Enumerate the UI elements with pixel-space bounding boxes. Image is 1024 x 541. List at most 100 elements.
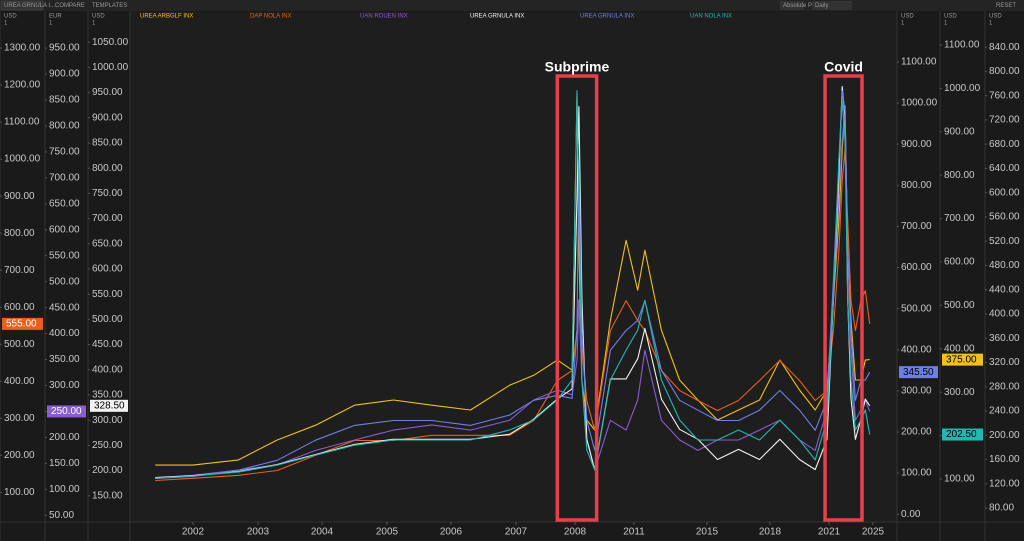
y-tick-label: 1050.00: [92, 37, 129, 48]
y-tick-label: 800.00: [49, 121, 80, 132]
y-tick-label: 600.00: [944, 257, 975, 268]
y-tick-label: 1300.00: [4, 43, 41, 54]
y-tick-label: 680.00: [989, 139, 1020, 150]
series-line: [155, 90, 871, 479]
y-tick-label: 1000.00: [901, 98, 938, 109]
y-tick-label: 400.00: [92, 364, 123, 375]
y-tick-label: 650.00: [92, 238, 123, 249]
y-tick-label: 350.00: [92, 390, 123, 401]
toolbar: [0, 0, 1024, 11]
y-tick-label: 100.00: [49, 484, 80, 495]
interval[interactable]: Daily: [815, 3, 828, 9]
x-tick-label: 2003: [247, 527, 270, 538]
x-tick-label: 2018: [759, 527, 782, 538]
price-badge-label: 555.00: [6, 319, 37, 330]
y-tick-label: 750.00: [49, 147, 80, 158]
y-tick-label: 1000.00: [4, 154, 41, 165]
axis-multiplier: 1: [944, 21, 948, 27]
x-tick-label: 2007: [505, 527, 528, 538]
interval-box[interactable]: [812, 1, 852, 10]
y-tick-label: 100.00: [4, 487, 35, 498]
y-tick-label: 550.00: [92, 289, 123, 300]
y-tick-label: 900.00: [901, 139, 932, 150]
y-tick-label: 840.00: [989, 42, 1020, 53]
y-tick-label: 200.00: [92, 465, 123, 476]
y-tick-label: 300.00: [901, 386, 932, 397]
y-tick-label: 50.00: [49, 510, 74, 521]
legend-entry: UREA GRNULA INX: [470, 14, 524, 20]
axis-multiplier: 1: [49, 21, 53, 27]
axis-unit: USD: [944, 14, 957, 20]
y-tick-label: 500.00: [4, 339, 35, 350]
annotation-box: [823, 74, 864, 522]
y-tick-label: 200.00: [989, 430, 1020, 441]
price-badge: [90, 399, 128, 412]
y-tick-label: 300.00: [92, 415, 123, 426]
x-tick-label: 2015: [696, 527, 719, 538]
axis-multiplier: 1: [901, 21, 905, 27]
y-tick-label: 760.00: [989, 90, 1020, 101]
y-tick-label: 400.00: [4, 376, 35, 387]
y-tick-label: 80.00: [989, 503, 1014, 514]
y-tick-label: 700.00: [901, 221, 932, 232]
y-tick-label: 800.00: [92, 163, 123, 174]
symbol-box[interactable]: [0, 0, 44, 11]
y-tick-label: 160.00: [989, 454, 1020, 465]
legend-entry: UAN NOLA INX: [690, 14, 732, 20]
y-tick-label: 100.00: [944, 474, 975, 485]
series-line: [155, 89, 871, 479]
legend-entry: DAP NOLA INX: [250, 14, 292, 20]
price-badge-label: 328.50: [94, 400, 125, 411]
symbol[interactable]: UREA GRNULA I...: [4, 3, 55, 9]
y-tick-label: 520.00: [989, 236, 1020, 247]
y-tick-label: 1000.00: [944, 83, 981, 94]
y-tick-label: 200.00: [4, 450, 35, 461]
y-tick-label: 120.00: [989, 478, 1020, 489]
y-tick-label: 480.00: [989, 260, 1020, 271]
y-tick-label: 240.00: [989, 406, 1020, 417]
y-tick-label: 450.00: [49, 302, 80, 313]
y-tick-label: 500.00: [901, 303, 932, 314]
axis-unit: USD: [4, 14, 17, 20]
y-tick-label: 300.00: [49, 380, 80, 391]
price-badge: [942, 353, 983, 366]
series-line: [155, 108, 871, 479]
reset-button[interactable]: RESET: [996, 3, 1016, 9]
x-tick-label: 2005: [376, 527, 399, 538]
y-tick-label: 850.00: [92, 138, 123, 149]
y-tick-label: 400.00: [901, 344, 932, 355]
y-tick-label: 600.00: [989, 187, 1020, 198]
y-tick-label: 250.00: [92, 440, 123, 451]
price-badge: [942, 428, 983, 441]
y-tick-label: 700.00: [92, 213, 123, 224]
y-tick-label: 800.00: [901, 180, 932, 191]
y-tick-label: 280.00: [989, 381, 1020, 392]
y-tick-label: 850.00: [49, 95, 80, 106]
y-tick-label: 350.00: [49, 354, 80, 365]
axis-unit: USD: [989, 14, 1002, 20]
y-tick-label: 560.00: [989, 212, 1020, 223]
y-tick-label: 150.00: [92, 490, 123, 501]
y-tick-label: 950.00: [49, 43, 80, 54]
y-tick-label: 300.00: [4, 413, 35, 424]
y-tick-label: 200.00: [901, 427, 932, 438]
annotation-box: [555, 74, 599, 522]
price-badge-label: 250.00: [51, 406, 82, 417]
series-line: [155, 95, 870, 466]
y-tick-label: 640.00: [989, 163, 1020, 174]
price-badge: [2, 317, 43, 330]
y-tick-label: 900.00: [49, 69, 80, 80]
y-tick-label: 900.00: [944, 126, 975, 137]
compare-button[interactable]: COMPARE: [55, 3, 85, 9]
templates-button[interactable]: TEMPLATES: [92, 3, 127, 9]
price-badge-label: 345.50: [903, 367, 934, 378]
x-tick-label: 2008: [564, 527, 587, 538]
y-tick-label: 600.00: [49, 224, 80, 235]
y-tick-label: 500.00: [944, 300, 975, 311]
axis-multiplier: 1: [4, 21, 8, 27]
price-mode[interactable]: Absolute Price: [783, 3, 822, 9]
price-mode-box[interactable]: [780, 1, 804, 10]
price-badge-label: 375.00: [946, 354, 977, 365]
y-tick-label: 150.00: [49, 458, 80, 469]
